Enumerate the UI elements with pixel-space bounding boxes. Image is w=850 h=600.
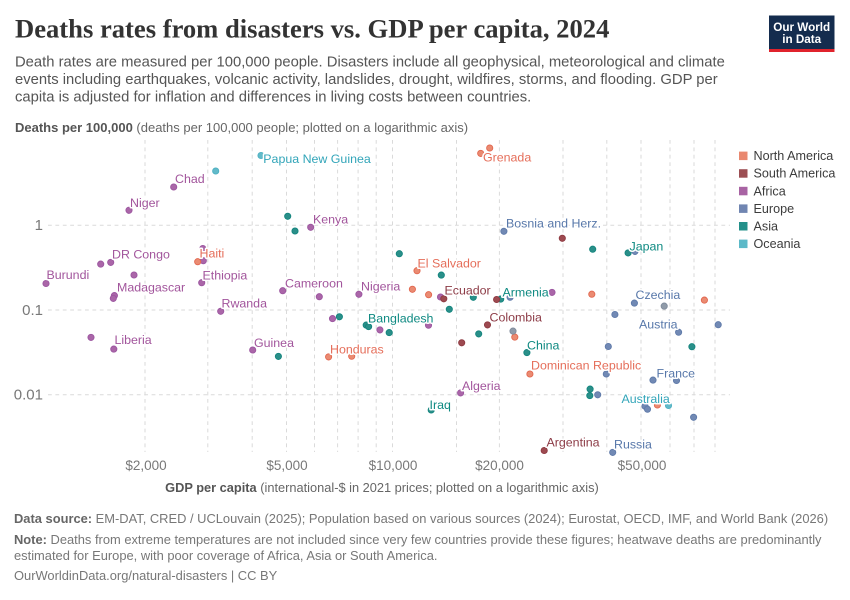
svg-text:capita is adjusted for inflati: capita is adjusted for inflation and dif… — [15, 90, 531, 106]
svg-text:$50,000: $50,000 — [618, 458, 667, 473]
svg-text:Grenada: Grenada — [483, 151, 531, 165]
svg-text:Liberia: Liberia — [115, 333, 152, 347]
svg-text:Papua New Guinea: Papua New Guinea — [263, 152, 371, 166]
svg-text:Colombia: Colombia — [490, 311, 542, 325]
svg-text:Madagascar: Madagascar — [117, 281, 185, 295]
svg-text:Armenia: Armenia — [503, 286, 549, 300]
svg-text:Note: Deaths from extreme temp: Note: Deaths from extreme temperatures a… — [14, 532, 822, 547]
svg-text:Ethiopia: Ethiopia — [203, 269, 248, 283]
svg-text:0.1: 0.1 — [22, 302, 43, 319]
svg-text:Europe: Europe — [754, 202, 795, 216]
svg-text:China: China — [527, 339, 559, 353]
svg-text:Guinea: Guinea — [254, 336, 294, 350]
svg-text:Haiti: Haiti — [200, 247, 225, 261]
svg-text:Rwanda: Rwanda — [222, 297, 268, 311]
svg-text:OurWorldinData.org/natural-dis: OurWorldinData.org/natural-disasters | C… — [14, 568, 278, 583]
svg-text:Ecuador: Ecuador — [445, 284, 491, 298]
svg-text:estimated for Europe, with poo: estimated for Europe, with poor coverage… — [14, 548, 437, 563]
svg-text:Honduras: Honduras — [330, 343, 384, 357]
svg-text:Czechia: Czechia — [636, 288, 681, 302]
svg-text:Argentina: Argentina — [547, 436, 600, 450]
svg-text:Russia: Russia — [614, 438, 652, 452]
svg-text:Oceania: Oceania — [754, 237, 801, 251]
svg-text:North America: North America — [754, 149, 834, 163]
svg-text:Bangladesh: Bangladesh — [368, 312, 434, 326]
svg-text:Africa: Africa — [754, 184, 786, 198]
svg-text:Nigeria: Nigeria — [361, 280, 400, 294]
svg-text:Dominican Republic: Dominican Republic — [531, 359, 641, 373]
svg-text:0.01: 0.01 — [14, 387, 43, 404]
svg-text:$20,000: $20,000 — [475, 458, 524, 473]
svg-text:France: France — [657, 367, 696, 381]
svg-text:Deaths rates from disasters vs: Deaths rates from disasters vs. GDP per … — [15, 14, 609, 44]
svg-text:Australia: Australia — [622, 392, 670, 406]
svg-text:Japan: Japan — [630, 240, 664, 254]
svg-text:GDP per capita (international-: GDP per capita (international-$ in 2021 … — [165, 480, 599, 495]
svg-text:1: 1 — [35, 217, 43, 234]
svg-text:Bosnia and Herz.: Bosnia and Herz. — [506, 217, 601, 231]
svg-text:Chad: Chad — [175, 172, 205, 186]
svg-text:Austria: Austria — [639, 318, 678, 332]
svg-text:Data source: EM-DAT, CRED / UC: Data source: EM-DAT, CRED / UCLouvain (2… — [14, 511, 828, 526]
svg-text:Burundi: Burundi — [47, 268, 90, 282]
svg-text:Kenya: Kenya — [313, 213, 348, 227]
svg-text:Deaths per 100,000 (deaths per: Deaths per 100,000 (deaths per 100,000 p… — [15, 120, 468, 135]
svg-text:Niger: Niger — [130, 196, 160, 210]
svg-text:events including earthquakes,: events including earthquakes, volcanic a… — [15, 72, 718, 88]
svg-text:South America: South America — [754, 167, 836, 181]
svg-text:in Data: in Data — [782, 33, 821, 46]
svg-text:Algeria: Algeria — [462, 379, 501, 393]
svg-text:Asia: Asia — [754, 220, 779, 234]
svg-text:Cameroon: Cameroon — [285, 277, 343, 291]
svg-text:$10,000: $10,000 — [369, 458, 418, 473]
svg-text:Iraq: Iraq — [430, 398, 451, 412]
svg-text:Death rates are measured per 1: Death rates are measured per 100,000 peo… — [15, 55, 725, 71]
svg-text:DR Congo: DR Congo — [112, 248, 170, 262]
svg-text:$2,000: $2,000 — [125, 458, 166, 473]
svg-text:El Salvador: El Salvador — [418, 257, 481, 271]
svg-text:Our World: Our World — [773, 21, 830, 34]
svg-text:$5,000: $5,000 — [266, 458, 307, 473]
